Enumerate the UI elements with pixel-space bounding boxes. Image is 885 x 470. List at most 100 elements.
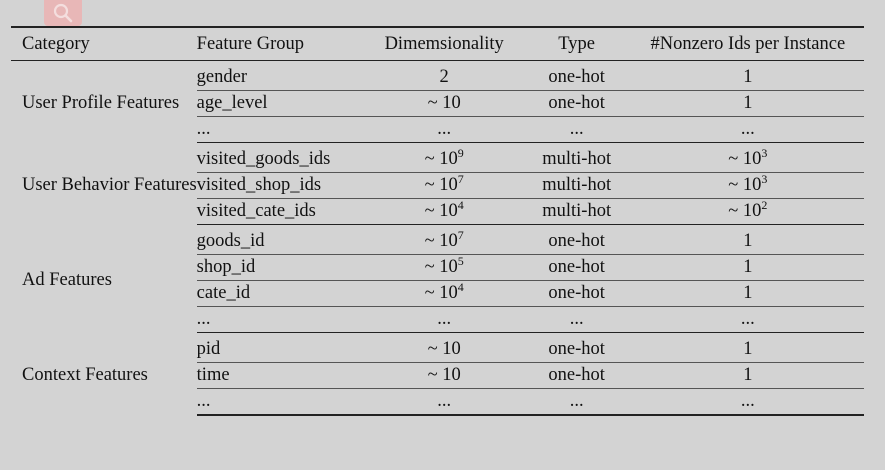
nonzero-cell: 1 bbox=[631, 362, 864, 389]
nonzero-cell: ~ 103 bbox=[631, 142, 864, 173]
dimensionality-cell: ~ 107 bbox=[366, 172, 522, 199]
dimensionality-cell: ~ 105 bbox=[366, 254, 522, 281]
nonzero-cell: 1 bbox=[631, 60, 864, 91]
nonzero-cell: ... bbox=[631, 306, 864, 333]
dimensionality-cell: ~ 104 bbox=[366, 198, 522, 225]
dim-exponent: 9 bbox=[457, 146, 464, 160]
feature-group-cell: visited_cate_ids bbox=[196, 198, 367, 225]
nz-base: ~ 10 bbox=[728, 149, 762, 169]
dim-exponent: 4 bbox=[457, 280, 464, 294]
nz-exponent: 3 bbox=[761, 172, 768, 186]
nz-exponent: 2 bbox=[761, 198, 768, 212]
feature-group-cell: visited_goods_ids bbox=[196, 142, 367, 173]
feature-group-cell: ... bbox=[196, 388, 367, 416]
table-row: ... ... ... ... bbox=[11, 388, 864, 416]
header-feature-group: Feature Group bbox=[196, 33, 305, 54]
type-cell: ... bbox=[521, 116, 632, 143]
nonzero-cell: 1 bbox=[631, 280, 864, 307]
category-cell: User Profile Features bbox=[22, 93, 180, 114]
dimensionality-cell: ~ 10 bbox=[366, 362, 522, 389]
dimensionality-cell: ~ 104 bbox=[366, 280, 522, 307]
nonzero-cell: 1 bbox=[631, 332, 864, 363]
header-nonzero: #Nonzero Ids per Instance bbox=[650, 33, 846, 54]
table-row: age_level ~ 10 one-hot 1 bbox=[11, 90, 864, 117]
section-user-behavior: User Behavior Features visited_goods_ids… bbox=[11, 142, 864, 225]
table-row: time ~ 10 one-hot 1 bbox=[11, 362, 864, 389]
nonzero-cell: 1 bbox=[631, 90, 864, 117]
nz-exponent: 3 bbox=[761, 146, 768, 160]
search-badge[interactable] bbox=[44, 0, 82, 26]
dim-base: ~ 10 bbox=[424, 201, 458, 221]
feature-group-cell: ... bbox=[196, 306, 367, 333]
type-cell: multi-hot bbox=[521, 142, 632, 173]
feature-group-cell: cate_id bbox=[196, 280, 367, 307]
header-category: Category bbox=[22, 33, 90, 54]
header-dimensionality: Dimemsionality bbox=[384, 33, 504, 54]
type-cell: one-hot bbox=[521, 332, 632, 363]
dim-base: ~ 10 bbox=[424, 175, 458, 195]
table-row: shop_id ~ 105 one-hot 1 bbox=[11, 254, 864, 281]
table-row: cate_id ~ 104 one-hot 1 bbox=[11, 280, 864, 307]
type-cell: multi-hot bbox=[521, 198, 632, 225]
search-icon bbox=[53, 3, 73, 23]
type-cell: one-hot bbox=[521, 60, 632, 91]
type-cell: ... bbox=[521, 388, 632, 416]
nonzero-cell: 1 bbox=[631, 254, 864, 281]
section-ad: Ad Features goods_id ~ 107 one-hot 1 sho… bbox=[11, 224, 864, 333]
category-cell: Context Features bbox=[22, 365, 148, 386]
type-cell: one-hot bbox=[521, 280, 632, 307]
section-user-profile: User Profile Features gender 2 one-hot 1… bbox=[11, 60, 864, 143]
type-cell: one-hot bbox=[521, 254, 632, 281]
category-cell: Ad Features bbox=[22, 270, 112, 290]
table-row: visited_cate_ids ~ 104 multi-hot ~ 102 bbox=[11, 198, 864, 225]
nonzero-cell: ... bbox=[631, 116, 864, 143]
feature-group-cell: visited_shop_ids bbox=[196, 172, 367, 199]
table-row: User Behavior Features visited_goods_ids… bbox=[11, 142, 864, 195]
dimensionality-cell: ... bbox=[366, 306, 522, 333]
table-row: Ad Features goods_id ~ 107 one-hot 1 bbox=[11, 224, 864, 290]
feature-group-cell: ... bbox=[196, 116, 367, 143]
table-row: ... ... ... ... bbox=[11, 116, 864, 143]
nz-base: ~ 10 bbox=[728, 201, 762, 221]
dimensionality-cell: ~ 10 bbox=[366, 90, 522, 117]
nonzero-cell: ~ 103 bbox=[631, 172, 864, 199]
feature-table: Category Feature Group Dimemsionality Ty… bbox=[11, 26, 864, 416]
dim-exponent: 7 bbox=[457, 172, 464, 186]
dim-base: ~ 10 bbox=[424, 257, 458, 277]
type-cell: multi-hot bbox=[521, 172, 632, 199]
nonzero-cell: ... bbox=[631, 388, 864, 416]
type-cell: one-hot bbox=[521, 90, 632, 117]
table-row: User Profile Features gender 2 one-hot 1 bbox=[11, 60, 864, 113]
type-cell: one-hot bbox=[521, 362, 632, 389]
feature-group-cell: age_level bbox=[196, 90, 367, 117]
dimensionality-cell: 2 bbox=[366, 60, 522, 91]
feature-group-cell: gender bbox=[196, 60, 367, 91]
category-cell: User Behavior Features bbox=[22, 175, 197, 195]
header-row: Category Feature Group Dimemsionality Ty… bbox=[11, 27, 864, 61]
dim-base: ~ 10 bbox=[424, 231, 458, 251]
dim-exponent: 7 bbox=[457, 228, 464, 242]
header-type: Type bbox=[558, 33, 596, 54]
dim-base: ~ 10 bbox=[424, 149, 458, 169]
dimensionality-cell: ~ 10 bbox=[366, 332, 522, 363]
dimensionality-cell: ~ 109 bbox=[366, 142, 522, 173]
feature-group-cell: goods_id bbox=[196, 224, 367, 255]
feature-group-cell: pid bbox=[196, 332, 367, 363]
table-row: Context Features pid ~ 10 one-hot 1 bbox=[11, 332, 864, 385]
dim-base: ~ 10 bbox=[424, 283, 458, 303]
dimensionality-cell: ... bbox=[366, 116, 522, 143]
feature-group-cell: shop_id bbox=[196, 254, 367, 281]
dimensionality-cell: ... bbox=[366, 388, 522, 416]
dim-exponent: 5 bbox=[457, 254, 464, 268]
feature-group-cell: time bbox=[196, 362, 367, 389]
table-row: visited_shop_ids ~ 107 multi-hot ~ 103 bbox=[11, 172, 864, 199]
nonzero-cell: 1 bbox=[631, 224, 864, 255]
section-context: Context Features pid ~ 10 one-hot 1 time… bbox=[11, 332, 864, 416]
dimensionality-cell: ~ 107 bbox=[366, 224, 522, 255]
dim-exponent: 4 bbox=[457, 198, 464, 212]
type-cell: ... bbox=[521, 306, 632, 333]
type-cell: one-hot bbox=[521, 224, 632, 255]
nonzero-cell: ~ 102 bbox=[631, 198, 864, 225]
nz-base: ~ 10 bbox=[728, 175, 762, 195]
table-row: ... ... ... ... bbox=[11, 306, 864, 333]
